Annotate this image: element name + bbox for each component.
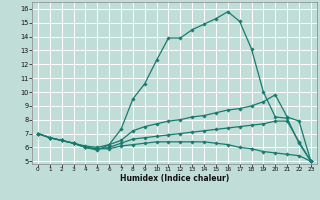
X-axis label: Humidex (Indice chaleur): Humidex (Indice chaleur) [120,174,229,183]
